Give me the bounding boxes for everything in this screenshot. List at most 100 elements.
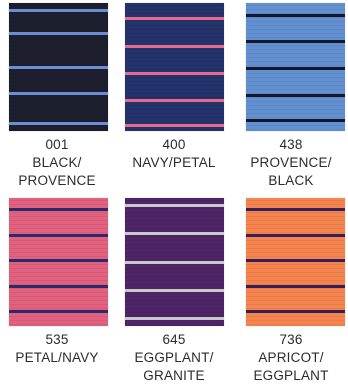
swatch-texture-line — [246, 25, 345, 26]
swatch-texture-line — [125, 97, 224, 98]
swatch-texture-line — [9, 5, 108, 6]
swatch-texture-line — [246, 324, 345, 325]
swatch-background — [125, 3, 224, 131]
swatch-stripe — [9, 234, 108, 237]
swatch-stripe — [9, 208, 108, 211]
swatch-fabric — [246, 198, 345, 326]
swatch-texture-line — [125, 61, 224, 62]
swatch-texture-line — [9, 276, 108, 277]
swatch-texture-line — [9, 316, 108, 317]
swatch-texture-line — [246, 125, 345, 126]
swatch-texture-line — [125, 316, 224, 317]
swatch-texture-line — [125, 268, 224, 269]
swatch-texture-line — [246, 244, 345, 245]
swatch-code: 535 — [45, 332, 69, 347]
swatch-texture-line — [246, 268, 345, 269]
swatch-texture-line — [246, 65, 345, 66]
swatch-texture-line — [125, 320, 224, 321]
swatch-texture-line — [9, 89, 108, 90]
swatch-texture-line — [9, 61, 108, 62]
swatch-stripe — [125, 232, 224, 235]
swatch-texture-line — [246, 232, 345, 233]
swatch-texture-line — [125, 252, 224, 253]
swatch-texture-line — [246, 93, 345, 94]
swatch-texture-line — [246, 228, 345, 229]
swatch-texture-line — [246, 85, 345, 86]
swatch-texture-line — [125, 105, 224, 106]
swatch-stripe — [125, 17, 224, 20]
swatch-texture-line — [246, 53, 345, 54]
swatch-texture-line — [9, 21, 108, 22]
swatch-texture-line — [125, 33, 224, 34]
swatch-400[interactable] — [125, 3, 224, 131]
swatch-texture-line — [125, 77, 224, 78]
swatch-texture-line — [246, 216, 345, 217]
swatch-texture-line — [246, 248, 345, 249]
swatch-texture-line — [9, 248, 108, 249]
swatch-texture-line — [125, 208, 224, 209]
swatch-name-line: NAVY/PETAL — [132, 155, 216, 170]
swatch-736[interactable] — [246, 198, 345, 326]
swatch-535[interactable] — [9, 198, 108, 326]
swatch-stripe — [125, 261, 224, 264]
swatch-stripe — [9, 92, 108, 95]
swatch-name-line: EGGPLANT — [253, 368, 329, 383]
swatch-texture-line — [9, 224, 108, 225]
swatch-texture-line — [246, 240, 345, 241]
swatch-stripe — [246, 208, 345, 211]
swatch-texture-line — [9, 200, 108, 201]
swatch-438[interactable] — [246, 3, 345, 131]
swatch-texture-line — [246, 316, 345, 317]
swatch-name-line: BLACK — [268, 173, 314, 188]
swatch-texture-line — [9, 113, 108, 114]
swatch-texture-line — [9, 268, 108, 269]
swatch-texture-line — [125, 129, 224, 130]
swatch-texture-line — [9, 324, 108, 325]
swatch-texture-line — [125, 57, 224, 58]
swatch-texture-line — [246, 37, 345, 38]
swatch-texture-line — [9, 125, 108, 126]
swatch-texture-line — [9, 45, 108, 46]
swatch-texture-line — [246, 97, 345, 98]
swatch-texture-line — [125, 49, 224, 50]
swatch-texture-line — [9, 296, 108, 297]
swatch-code: 400 — [162, 137, 186, 152]
swatch-texture-line — [9, 69, 108, 70]
swatch-texture-line — [125, 85, 224, 86]
swatch-fabric — [9, 198, 108, 326]
swatch-texture-line — [125, 13, 224, 14]
swatch-texture-line — [125, 296, 224, 297]
swatch-texture-line — [246, 296, 345, 297]
swatch-texture-line — [125, 308, 224, 309]
swatch-645[interactable] — [125, 198, 224, 326]
swatch-texture-line — [125, 300, 224, 301]
swatch-texture-line — [125, 236, 224, 237]
swatch-texture-line — [9, 13, 108, 14]
swatch-texture-line — [246, 212, 345, 213]
swatch-texture-line — [125, 248, 224, 249]
swatch-texture-line — [9, 252, 108, 253]
swatch-texture-line — [125, 29, 224, 30]
swatch-texture-line — [9, 41, 108, 42]
swatch-name-line: GRANITE — [143, 368, 205, 383]
swatch-001[interactable] — [9, 3, 108, 131]
swatch-stripe — [9, 122, 108, 125]
swatch-name-line: APRICOT/ — [258, 350, 324, 365]
swatch-caption-736: 736 APRICOT/ EGGPLANT — [234, 331, 348, 385]
swatch-texture-line — [246, 89, 345, 90]
swatch-texture-line — [125, 25, 224, 26]
swatch-texture-line — [246, 17, 345, 18]
swatch-stripe — [125, 72, 224, 75]
swatch-texture-line — [9, 37, 108, 38]
swatch-texture-line — [246, 280, 345, 281]
swatch-texture-line — [125, 37, 224, 38]
swatch-texture-line — [125, 228, 224, 229]
swatch-texture-line — [9, 53, 108, 54]
swatch-texture-line — [246, 129, 345, 130]
swatch-texture-line — [125, 9, 224, 10]
swatch-texture-line — [246, 276, 345, 277]
swatch-texture-line — [125, 69, 224, 70]
swatch-stripe — [9, 66, 108, 69]
swatch-texture-line — [9, 288, 108, 289]
swatch-texture-line — [246, 21, 345, 22]
